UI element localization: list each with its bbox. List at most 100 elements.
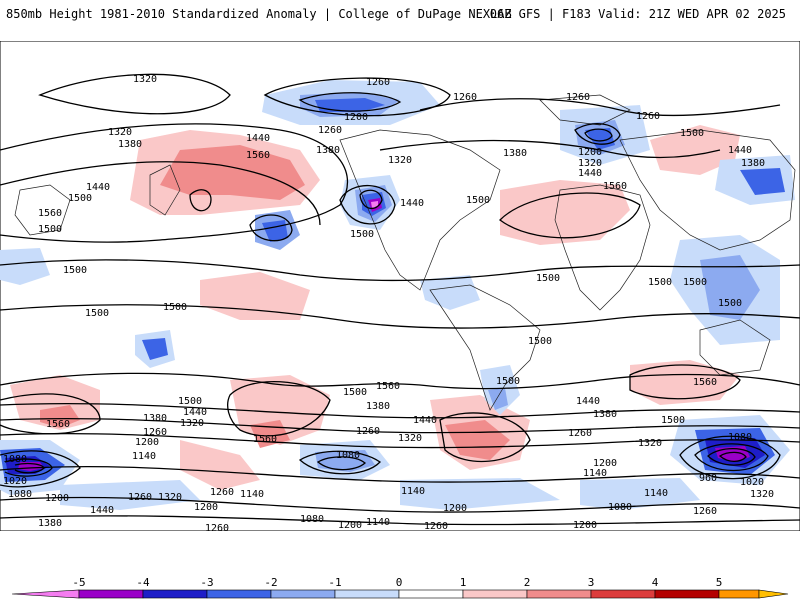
contour-label: 1500 [466,195,490,206]
contour-label: 1320 [398,433,422,444]
colorbar-tick-label: 1 [459,576,467,589]
colorbar-segment [78,589,144,599]
colorbar-segment [270,589,336,599]
contour-label: 1440 [413,415,437,426]
contour-label: 1500 [63,265,87,276]
colorbar-segment [758,589,789,599]
contour-label: 1440 [400,198,424,209]
contour-label: 1380 [38,518,62,529]
colorbar-segment [11,589,80,599]
contour-label: 1500 [178,396,202,407]
contour-label: 1200 [344,112,368,123]
contour-label: 1500 [680,128,704,139]
map-background [0,41,800,531]
contour-label: 1200 [578,147,602,158]
contour-label: 1500 [163,302,187,313]
colorbar-tick-label: -5 [72,576,86,589]
contour-label: 1440 [728,145,752,156]
contour-label: 1140 [366,517,390,528]
contour-label: 1500 [496,376,520,387]
contour-label: 1560 [693,377,717,388]
colorbar-tick-label: -2 [264,576,278,589]
contour-label: 1260 [693,506,717,517]
contour-label: 1140 [240,489,264,500]
contour-label: 1080 [300,514,324,525]
colorbar-segment [398,589,464,599]
contour-label: 1200 [573,520,597,531]
contour-label: 1500 [350,229,374,240]
colorbar-tick-label: 5 [715,576,723,589]
run-info: 06Z GFS | F183 Valid: 21Z WED APR 02 202… [489,7,786,21]
contour-label: 1500 [718,298,742,309]
contour-label: 1080 [8,489,32,500]
colorbar-tick-label: 2 [523,576,531,589]
colorbar-segment [334,589,400,599]
map-title: 850mb Height 1981-2010 Standardized Anom… [6,7,512,21]
contour-label: 1260 [568,428,592,439]
contour-label: 1260 [205,523,229,531]
contour-label: 1380 [118,139,142,150]
contour-label: 1260 [318,125,342,136]
contour-label: 1440 [86,182,110,193]
contour-label: 1440 [576,396,600,407]
colorbar-tick-label: 4 [651,576,659,589]
colorbar-segment [142,589,208,599]
contour-label: 1560 [246,150,270,161]
colorbar-area [0,568,800,600]
contour-label: 1200 [593,458,617,469]
contour-label: 1500 [68,193,92,204]
contour-label: 1320 [108,127,132,138]
contour-label: 1200 [135,437,159,448]
contour-label: 1260 [128,492,152,503]
contour-label: 1260 [143,427,167,438]
contour-label: 1500 [528,336,552,347]
contour-label: 1500 [536,273,560,284]
contour-label: 1500 [661,415,685,426]
colorbar-tick-label: -1 [328,576,342,589]
contour-label: 1140 [132,451,156,462]
contour-label: 1380 [503,148,527,159]
contour-label: 1500 [648,277,672,288]
colorbar-segments [11,589,789,599]
header-bar: 850mb Height 1981-2010 Standardized Anom… [0,0,800,30]
contour-label: 1320 [750,489,774,500]
contour-label: 1560 [603,181,627,192]
contour-label: 1260 [210,487,234,498]
contour-label: 1320 [638,438,662,449]
contour-label: 1560 [253,434,277,445]
contour-label: 1260 [636,111,660,122]
contour-label: 1560 [38,208,62,219]
contour-label: 1500 [38,224,62,235]
contour-label: 1200 [45,493,69,504]
contour-label: 1440 [578,168,602,179]
contour-label: 1440 [246,133,270,144]
contour-label: 1500 [343,387,367,398]
contour-label: 1380 [741,158,765,169]
colorbar-tick-label: -4 [136,576,150,589]
coastlines [14,94,796,411]
colorbar-segment [526,589,592,599]
contour-label: 1380 [366,401,390,412]
colorbar-segment [718,589,760,599]
colorbar-tick-label: 3 [587,576,595,589]
colorbar-segment [654,589,720,599]
contour-label: 1140 [583,468,607,479]
contour-label: 1320 [158,492,182,503]
contour-label: 1080 [336,450,360,461]
contour-label: 1080 [728,432,752,443]
contour-label: 1560 [376,381,400,392]
contour-label: 1320 [133,74,157,85]
colorbar-segment [590,589,656,599]
contour-label: 1260 [366,77,390,88]
colorbar [11,589,789,599]
contour-label: 1140 [644,488,668,499]
contour-label: 1020 [740,477,764,488]
contour-label: 960 [699,473,717,484]
height-contours [0,73,800,526]
contour-label: 1260 [356,426,380,437]
contour-label: 1260 [424,521,448,531]
contour-label: 1320 [388,155,412,166]
contour-label: 1380 [143,413,167,424]
contour-label: 1380 [316,145,340,156]
colorbar-tick-label: 0 [395,576,403,589]
